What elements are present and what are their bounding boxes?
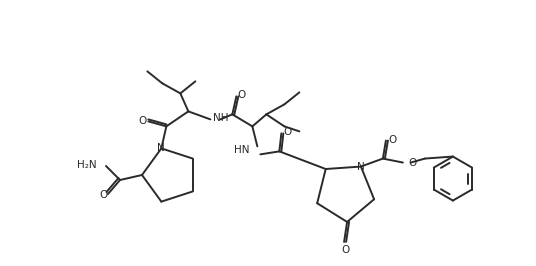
Text: O: O [408, 157, 416, 168]
Text: HN: HN [234, 146, 249, 155]
Text: O: O [389, 135, 397, 144]
Text: NH: NH [213, 113, 229, 123]
Text: O: O [283, 127, 292, 137]
Text: O: O [341, 245, 349, 255]
Text: O: O [99, 190, 107, 200]
Text: N: N [357, 161, 365, 172]
Text: O: O [237, 90, 245, 100]
Text: H₂N: H₂N [77, 160, 97, 170]
Text: N: N [158, 143, 165, 153]
Text: O: O [138, 116, 146, 126]
